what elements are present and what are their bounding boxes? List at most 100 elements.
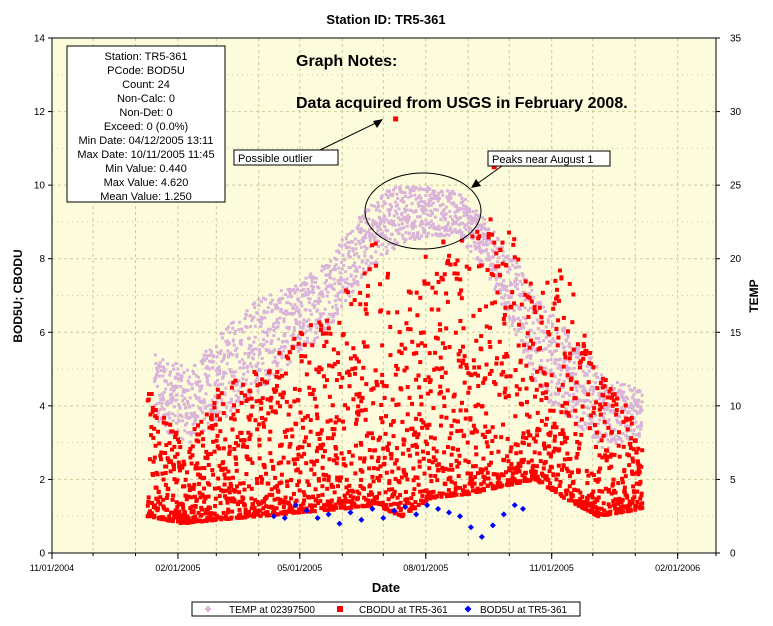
cbodu-point <box>260 377 265 382</box>
temp-point <box>562 360 566 364</box>
temp-point <box>222 356 226 360</box>
cbodu-point <box>535 369 540 374</box>
temp-point <box>359 245 363 249</box>
temp-point <box>428 193 432 197</box>
temp-point <box>411 185 415 189</box>
cbodu-point <box>373 263 378 268</box>
temp-point <box>623 407 627 411</box>
cbodu-point <box>357 391 362 396</box>
temp-point <box>367 264 371 268</box>
cbodu-point <box>521 431 526 436</box>
temp-point <box>593 373 597 377</box>
temp-point <box>309 290 313 294</box>
cbodu-point <box>247 436 252 441</box>
cbodu-point <box>488 217 493 222</box>
cbodu-point <box>533 394 538 399</box>
temp-point <box>327 323 331 327</box>
cbodu-point <box>227 476 232 481</box>
cbodu-point <box>466 491 471 496</box>
cbodu-point <box>212 405 217 410</box>
legend: TEMP at 02397500 CBODU at TR5-361 BOD5U … <box>191 601 581 617</box>
temp-point <box>598 418 602 422</box>
temp-point <box>175 384 179 388</box>
temp-point <box>498 291 502 295</box>
cbodu-point <box>197 518 202 523</box>
cbodu-point <box>428 473 433 478</box>
temp-point <box>519 292 523 296</box>
cbodu-point <box>155 506 160 511</box>
cbodu-point <box>504 263 509 268</box>
temp-point <box>534 379 538 383</box>
temp-point <box>523 341 527 345</box>
cbodu-point <box>560 403 565 408</box>
cbodu-point <box>354 504 359 509</box>
temp-point <box>177 373 181 377</box>
cbodu-point <box>324 503 329 508</box>
cbodu-point <box>581 356 586 361</box>
cbodu-point <box>335 475 340 480</box>
cbodu-point <box>580 495 585 500</box>
temp-point <box>230 374 234 378</box>
cbodu-point <box>547 433 552 438</box>
cbodu-point <box>452 271 457 276</box>
cbodu-point <box>631 447 636 452</box>
temp-point <box>251 347 255 351</box>
cbodu-point <box>526 442 531 447</box>
temp-point <box>600 373 604 377</box>
temp-point <box>506 308 510 312</box>
temp-point <box>361 259 365 263</box>
temp-point <box>282 320 286 324</box>
temp-point <box>420 187 424 191</box>
temp-point <box>511 315 515 319</box>
cbodu-point <box>590 507 595 512</box>
temp-point <box>209 403 213 407</box>
cbodu-point <box>368 503 373 508</box>
temp-point <box>589 366 593 370</box>
cbodu-point <box>595 386 600 391</box>
cbodu-point <box>577 446 582 451</box>
cbodu-point <box>598 511 603 516</box>
cbodu-point <box>301 509 306 514</box>
temp-point <box>242 361 246 365</box>
cbodu-point <box>588 361 593 366</box>
cbodu-point <box>275 383 280 388</box>
temp-point <box>639 421 643 425</box>
temp-point <box>277 337 281 341</box>
cbodu-point <box>419 418 424 423</box>
temp-point <box>483 217 487 221</box>
temp-point <box>568 371 572 375</box>
cbodu-point <box>292 399 297 404</box>
temp-point <box>565 391 569 395</box>
cbodu-point <box>494 264 499 269</box>
temp-point <box>498 275 502 279</box>
temp-point <box>346 241 350 245</box>
temp-point <box>280 356 284 360</box>
cbodu-point <box>527 295 532 300</box>
cbodu-point <box>639 491 644 496</box>
y-right-tick-label: 20 <box>730 254 742 265</box>
cbodu-point <box>609 464 614 469</box>
cbodu-point <box>219 516 224 521</box>
y-right-tick-label: 15 <box>730 328 742 339</box>
temp-point <box>215 400 219 404</box>
temp-point <box>572 366 576 370</box>
temp-point <box>541 383 545 387</box>
temp-point <box>594 372 598 376</box>
temp-point <box>518 279 522 283</box>
temp-point <box>446 189 450 193</box>
temp-point <box>546 359 550 363</box>
temp-point <box>305 282 309 286</box>
temp-point <box>251 357 255 361</box>
temp-point <box>254 379 258 383</box>
cbodu-point <box>483 476 488 481</box>
temp-point <box>389 207 393 211</box>
cbodu-point <box>520 402 525 407</box>
temp-point <box>309 312 313 316</box>
cbodu-point <box>337 372 342 377</box>
cbodu-point <box>407 307 412 312</box>
cbodu-point <box>406 501 411 506</box>
cbodu-point <box>220 467 225 472</box>
temp-point <box>630 407 634 411</box>
cbodu-point <box>408 290 413 295</box>
temp-point <box>310 278 314 282</box>
